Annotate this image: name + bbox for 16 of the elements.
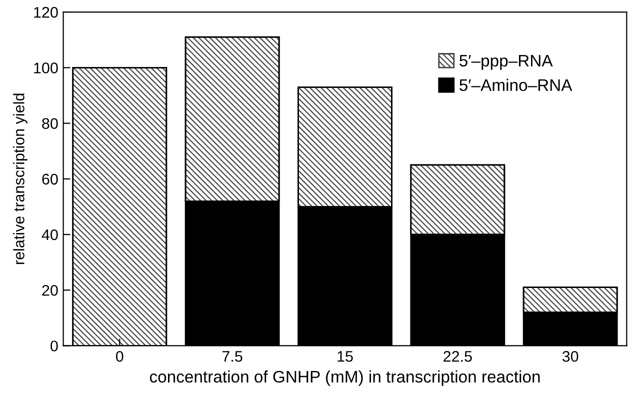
y-tick-label: 60 bbox=[42, 174, 58, 185]
y-tick-label: 0 bbox=[50, 340, 58, 352]
y-tick-label: 120 bbox=[34, 6, 58, 18]
y-tick-label: 40 bbox=[42, 229, 58, 240]
legend-label: 5′–Amino–RNA bbox=[460, 78, 572, 92]
x-axis-title: concentration of GNHP (mM) in transcription reaction bbox=[150, 370, 540, 386]
x-tick-label: 15 bbox=[338, 351, 353, 362]
y-tick-label: 80 bbox=[42, 118, 58, 129]
y-tick-label: 100 bbox=[34, 62, 58, 74]
x-tick-label: 22.5 bbox=[444, 350, 472, 362]
x-tick-label: 30 bbox=[562, 350, 578, 362]
x-tick-label: 0 bbox=[116, 350, 124, 362]
x-tick-label: 7.5 bbox=[222, 351, 242, 362]
y-tick-label: 20 bbox=[42, 284, 58, 296]
y-axis-title: relative transcription yield bbox=[13, 94, 28, 264]
legend-label: 5′–ppp–RNA bbox=[460, 54, 553, 70]
